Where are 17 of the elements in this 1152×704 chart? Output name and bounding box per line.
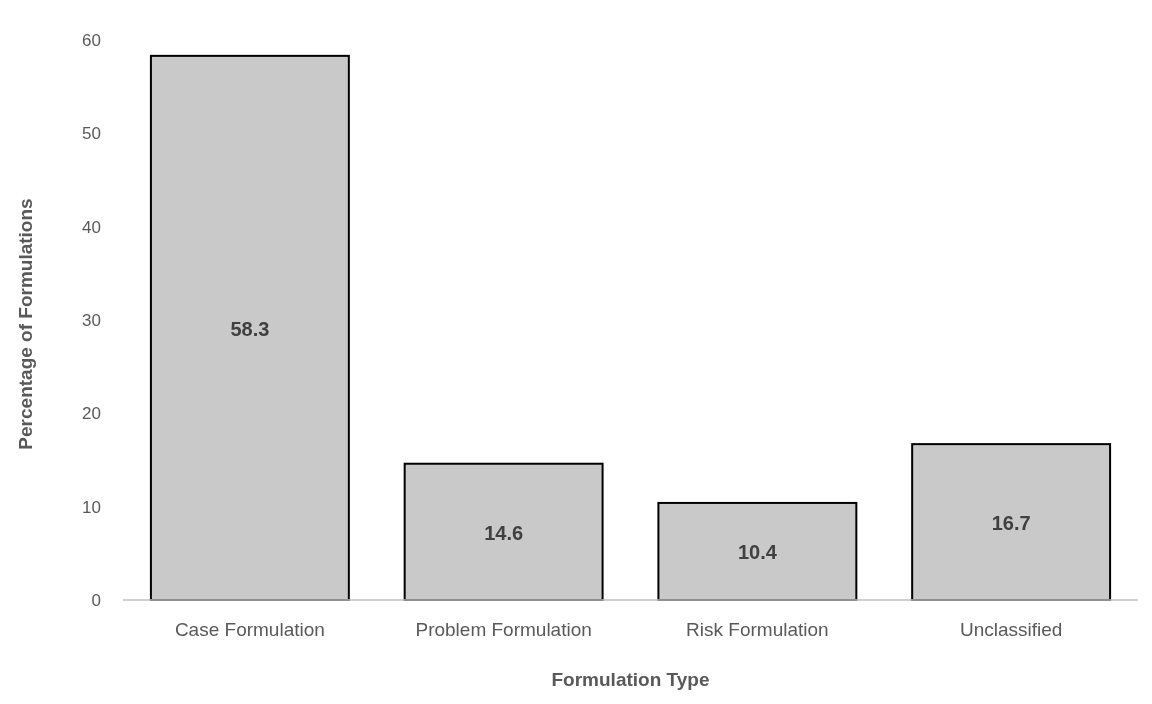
data-label: 14.6 [484, 521, 524, 544]
y-tick-label: 30 [82, 311, 101, 330]
data-label: 10.4 [737, 541, 778, 564]
y-tick-label: 60 [82, 31, 101, 50]
y-tick-label: 10 [82, 497, 101, 517]
data-label: 16.7 [991, 512, 1031, 535]
x-tick-label: Problem Formulation [415, 619, 592, 640]
y-tick-label: 40 [82, 217, 101, 237]
x-tick-label: Risk Formulation [686, 619, 829, 640]
y-axis-title: Percentage of Formulations [15, 198, 36, 450]
y-tick-label: 20 [82, 404, 101, 424]
y-tick-label: 50 [82, 124, 101, 144]
x-axis-title: Formulation Type [551, 669, 710, 690]
x-tick-label: Case Formulation [174, 619, 325, 640]
x-tick-label: Unclassified [959, 619, 1063, 640]
data-label: 58.3 [230, 317, 270, 340]
y-tick-label: 0 [91, 591, 101, 610]
